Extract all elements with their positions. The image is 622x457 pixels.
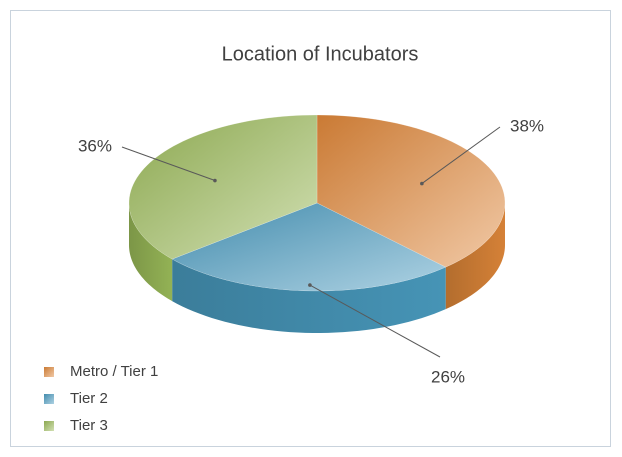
leader-line	[121, 146, 216, 181]
leader-line	[421, 126, 501, 184]
leader-dot	[213, 178, 217, 183]
legend-swatch	[44, 421, 54, 431]
leader-dot	[420, 181, 424, 186]
pie-side	[172, 259, 446, 333]
pie-slice	[171, 202, 447, 292]
legend-label: Metro / Tier 1	[70, 363, 158, 380]
data-label: 26%	[431, 367, 465, 386]
pie-slice	[316, 114, 506, 268]
chart-title: Location of Incubators	[222, 43, 419, 65]
legend-label: Tier 2	[70, 390, 108, 407]
data-label: 36%	[78, 136, 112, 155]
legend-swatch	[44, 394, 54, 404]
pie-slice	[128, 114, 318, 260]
legend-label: Tier 3	[70, 417, 108, 434]
legend-swatch	[44, 367, 54, 377]
leader-line	[309, 284, 441, 358]
data-label: 38%	[510, 116, 544, 135]
leader-dot	[308, 283, 312, 287]
pie-side	[129, 203, 173, 302]
pie-side	[445, 203, 505, 310]
